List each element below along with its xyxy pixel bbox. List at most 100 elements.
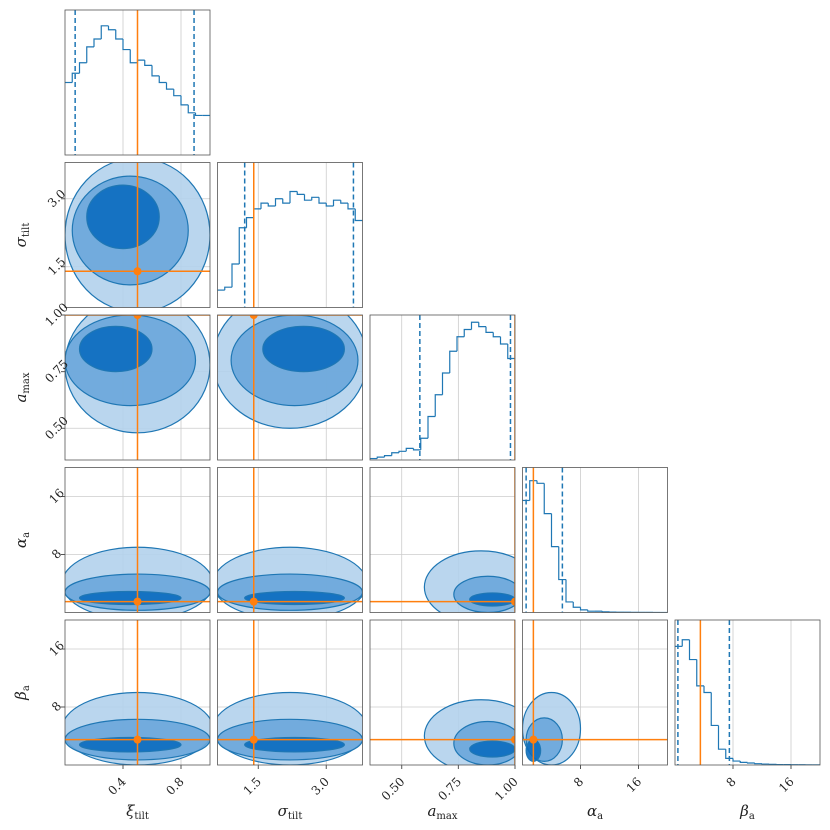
histogram-step xyxy=(173,89,181,97)
panel-frame xyxy=(64,619,211,766)
label-symbol: a xyxy=(427,802,436,820)
x-tick-label: 3.0 xyxy=(309,775,332,798)
x-axis-label: ξtilt xyxy=(126,802,149,822)
histogram-step xyxy=(710,692,719,727)
contour xyxy=(78,590,182,606)
x-tick-label: 0.8 xyxy=(163,775,186,798)
histogram-step xyxy=(187,104,196,114)
histogram-step xyxy=(754,763,762,765)
histogram-step xyxy=(136,59,145,63)
histogram-step xyxy=(296,191,305,195)
label-subscript: a xyxy=(21,685,32,691)
histogram-step xyxy=(434,394,443,417)
histogram-step xyxy=(376,456,385,459)
histogram-step xyxy=(543,483,552,515)
panel xyxy=(370,467,515,613)
panel xyxy=(65,162,210,308)
label-subscript: tilt xyxy=(288,811,302,822)
histogram-step xyxy=(681,639,690,647)
histogram-step xyxy=(383,455,392,458)
label-symbol: α xyxy=(587,802,597,820)
histogram-step xyxy=(282,198,290,204)
histogram-step xyxy=(267,203,276,207)
truth-point xyxy=(529,735,538,744)
label-subscript: a xyxy=(597,811,603,822)
histogram-step xyxy=(485,326,494,333)
x-tick-label: 16 xyxy=(624,775,645,796)
histogram-step xyxy=(325,203,334,207)
histogram-step xyxy=(688,639,697,661)
histogram-step xyxy=(579,607,588,611)
histogram-step xyxy=(456,336,465,352)
panel-frame xyxy=(217,619,363,766)
histogram-step xyxy=(529,480,537,501)
label-symbol: σ xyxy=(278,802,289,820)
histogram-step xyxy=(550,513,559,548)
histogram-step xyxy=(260,202,269,209)
histogram-step xyxy=(558,546,566,581)
truth-point xyxy=(133,735,142,744)
histogram-step xyxy=(398,450,407,453)
y-tick-label: 8 xyxy=(49,546,64,561)
x-tick-label: 8 xyxy=(723,775,738,790)
label-subscript: tilt xyxy=(134,811,148,822)
y-axis-label: σtilt xyxy=(12,223,32,248)
contour xyxy=(78,325,153,373)
panel xyxy=(65,467,210,613)
panel-frame xyxy=(64,162,211,308)
histogram-step xyxy=(158,75,167,84)
truth-point xyxy=(511,735,515,744)
histogram-step xyxy=(347,203,356,210)
histogram-step xyxy=(572,601,581,608)
truth-point xyxy=(133,315,142,319)
histogram-step xyxy=(441,372,450,395)
histogram-step xyxy=(274,198,283,206)
histogram-step xyxy=(165,82,174,90)
panel-frame xyxy=(369,619,516,766)
histogram-step xyxy=(100,25,109,39)
panel-frame xyxy=(674,619,821,766)
panel xyxy=(370,620,515,765)
panel-frame xyxy=(64,9,211,156)
histogram-step xyxy=(449,350,457,373)
panel-frame xyxy=(369,467,516,613)
histogram-step xyxy=(122,39,131,51)
histogram-step xyxy=(129,49,138,64)
panel-frame xyxy=(522,619,668,766)
histogram-step xyxy=(565,579,574,603)
x-tick-label: 8 xyxy=(571,775,586,790)
histogram-step xyxy=(732,758,741,762)
histogram-step xyxy=(420,437,428,450)
contour xyxy=(244,590,345,606)
panel xyxy=(522,467,668,613)
x-tick-label: 0.75 xyxy=(435,775,464,804)
histogram-step xyxy=(536,480,545,484)
contour xyxy=(86,184,160,250)
x-axis-label: amax xyxy=(427,802,457,822)
histogram-step xyxy=(427,415,436,439)
histogram-step xyxy=(71,72,80,83)
label-subscript: max xyxy=(21,372,32,393)
panel-frame xyxy=(522,467,668,613)
truth-point xyxy=(249,597,258,606)
x-axis-label: σtilt xyxy=(278,802,303,822)
histogram-step xyxy=(601,611,610,613)
histogram-step xyxy=(289,190,298,204)
histogram-step xyxy=(144,60,152,66)
histogram-step xyxy=(180,95,189,106)
histogram-step xyxy=(391,452,399,456)
contour xyxy=(244,736,345,753)
histogram-step xyxy=(107,25,116,31)
histogram-step xyxy=(354,208,363,222)
histogram-step xyxy=(478,322,486,328)
label-subscript: tilt xyxy=(21,223,32,237)
histogram-step xyxy=(470,321,479,330)
panel xyxy=(370,315,515,460)
histogram-step xyxy=(318,197,327,204)
histogram-step xyxy=(332,199,341,206)
histogram-step xyxy=(151,65,160,77)
label-symbol: a xyxy=(12,394,30,403)
contour xyxy=(469,592,515,607)
truth-point xyxy=(133,267,142,276)
truth-point xyxy=(511,597,515,606)
